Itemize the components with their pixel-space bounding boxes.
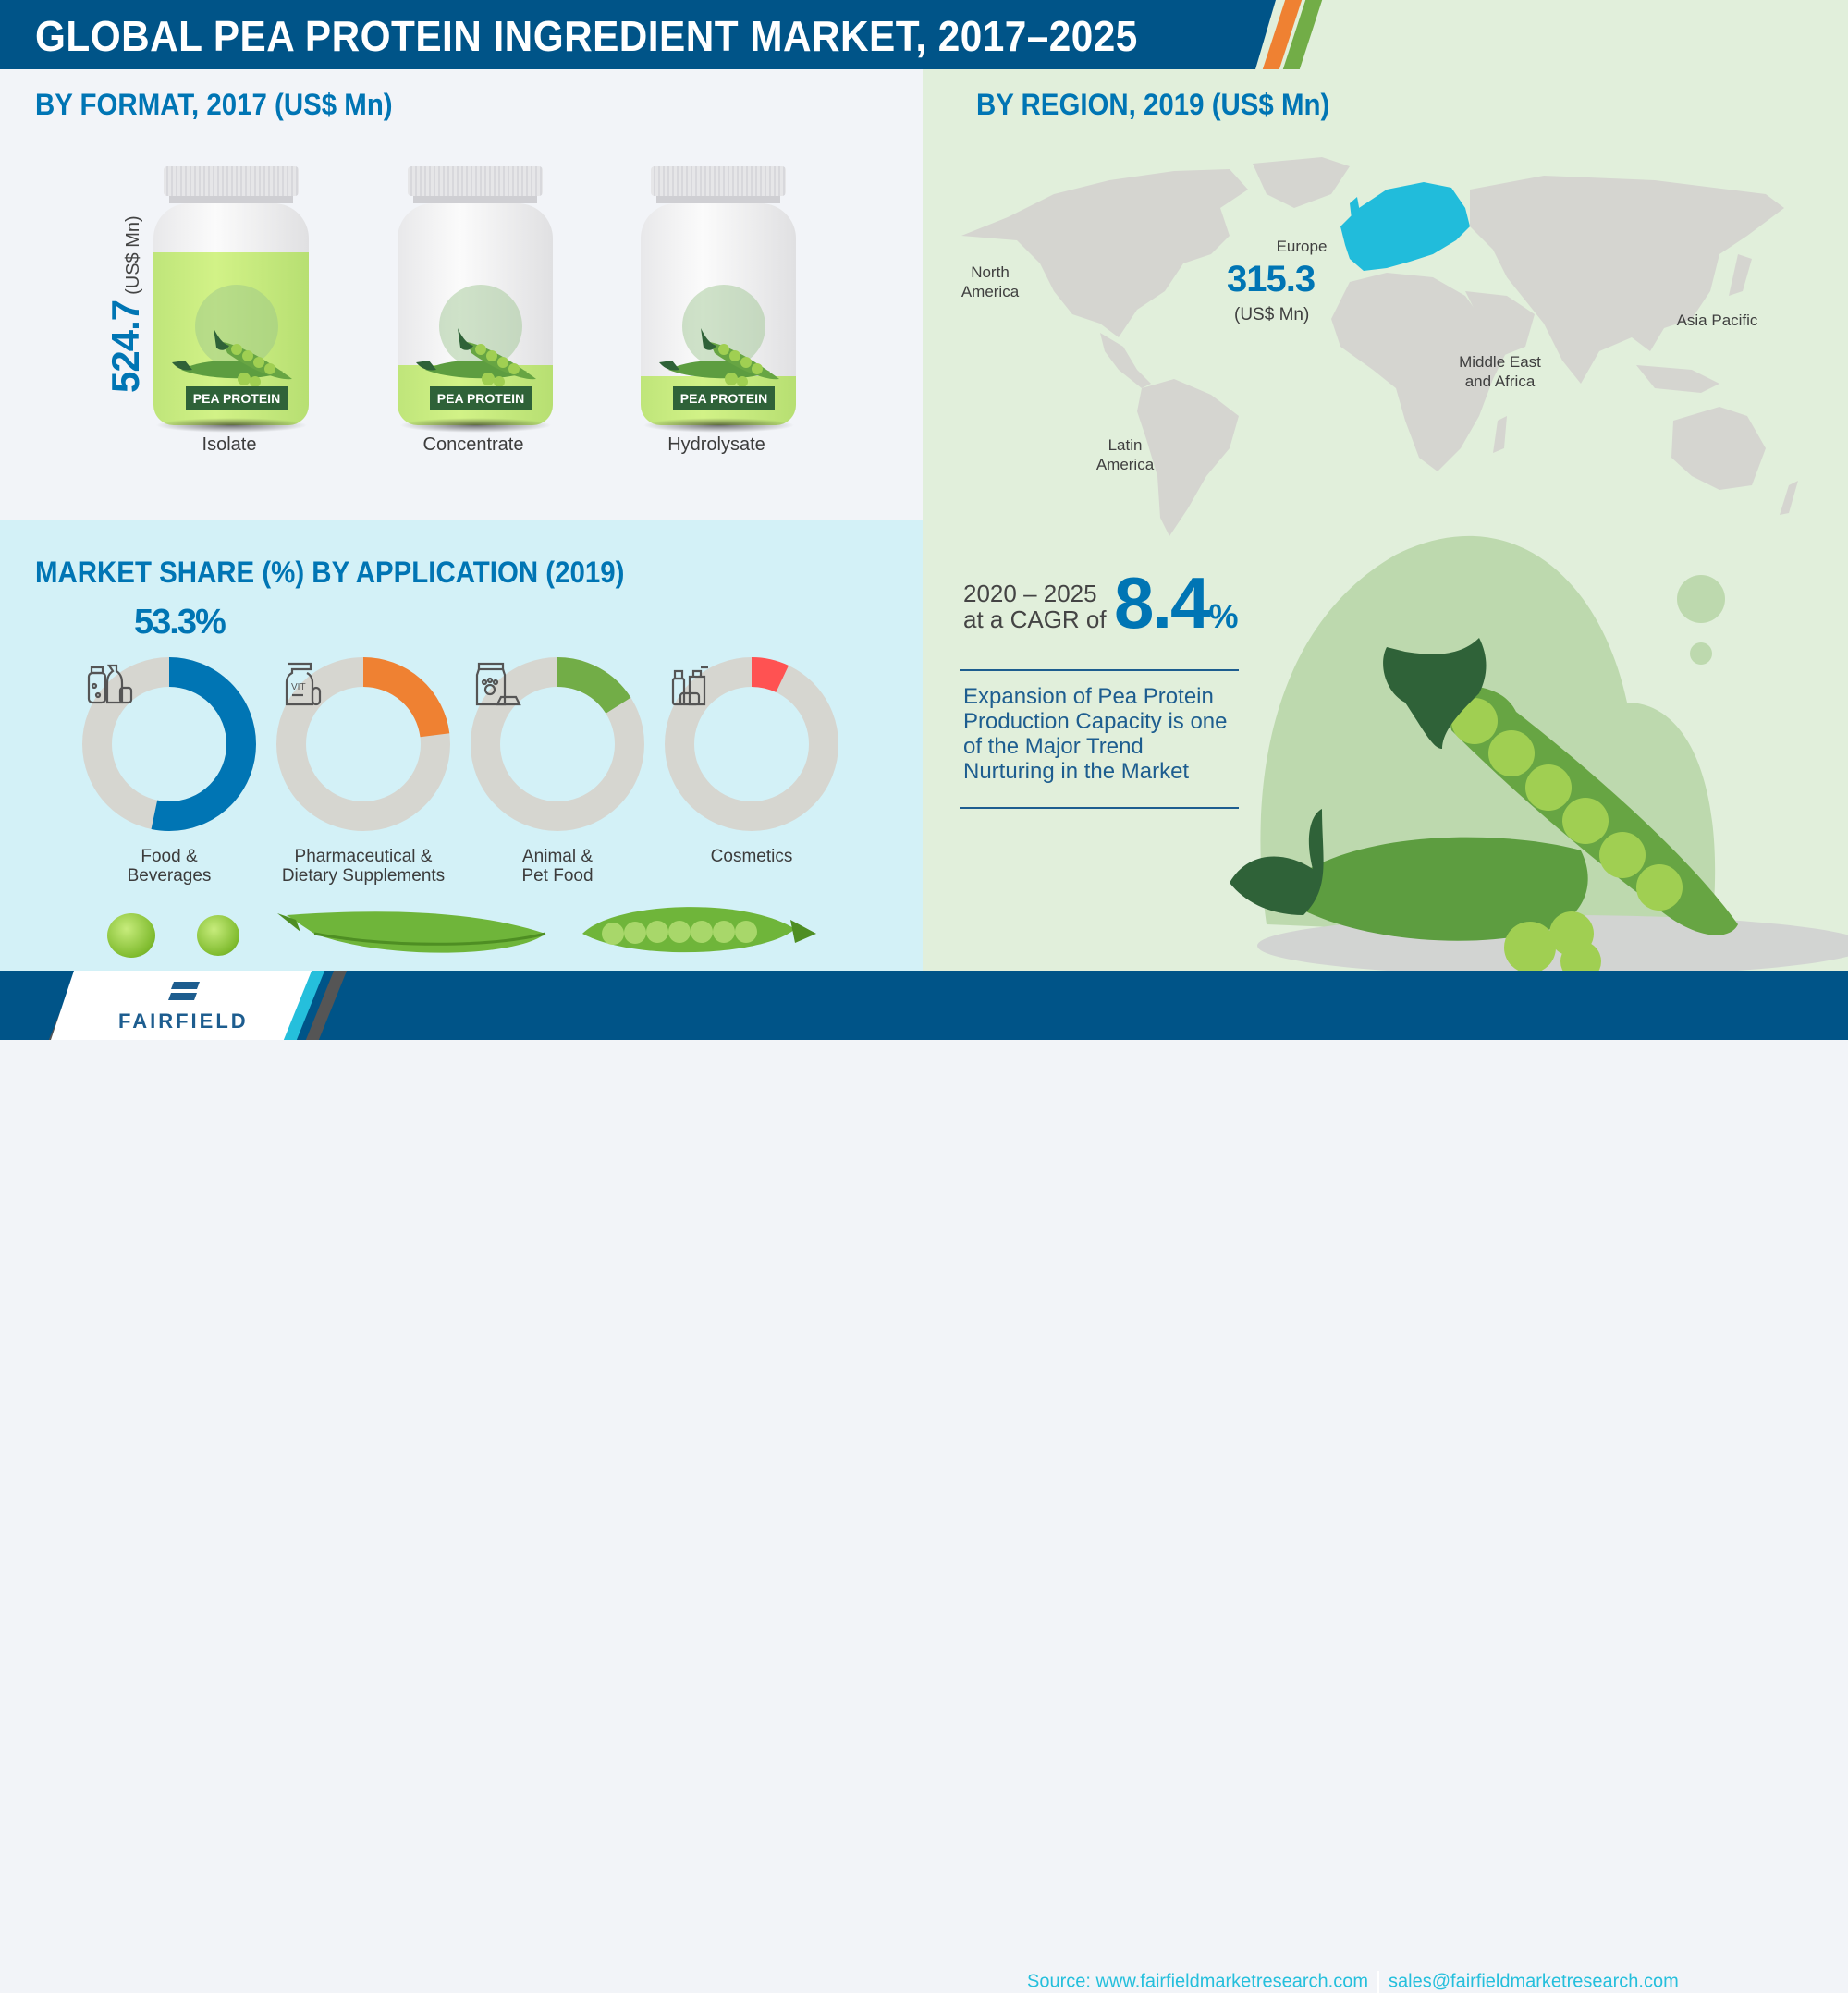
- region-section-title: BY REGION, 2019 (US$ Mn): [976, 88, 1330, 121]
- donut-ring: [276, 657, 450, 831]
- pea-pod-icon: [659, 328, 779, 387]
- europe-highlight: [1340, 182, 1470, 271]
- pea-pod-illustration: [1230, 535, 1848, 971]
- closed-pod-illustration: [277, 911, 546, 953]
- donut-label: Cosmetics: [650, 847, 853, 866]
- application-panel: MARKET SHARE (%) BY APPLICATION (2019): [0, 520, 923, 971]
- label-asia-pacific: Asia Pacific: [1676, 312, 1758, 329]
- pet-food-icon: [475, 662, 521, 706]
- donut-ring: [82, 657, 256, 831]
- jar-neck: [169, 196, 293, 203]
- donut-label: Pharmaceutical & Dietary Supplements: [262, 847, 465, 886]
- jar-isolate: PEA PROTEIN: [137, 166, 322, 444]
- cagr-number: 8.4: [1114, 562, 1210, 643]
- donut-label-line: Beverages: [127, 866, 212, 886]
- donut-label: Food & Beverages: [67, 847, 271, 886]
- page-title: GLOBAL PEA PROTEIN INGREDIENT MARKET, 20…: [35, 12, 1138, 60]
- fairfield-logo-icon: [168, 982, 200, 1000]
- jar-cap: [408, 166, 543, 196]
- pea-pod-icon: [172, 328, 292, 387]
- donut-ring: [665, 657, 838, 831]
- header: GLOBAL PEA PROTEIN INGREDIENT MARKET, 20…: [0, 0, 1848, 69]
- jar-label: Hydrolysate: [667, 434, 765, 455]
- jar-body: PEA PROTEIN: [153, 203, 309, 425]
- donut-label-line: Animal &: [521, 847, 594, 866]
- footer-contact: Source: www.fairfieldmarketresearch.com s…: [1027, 1971, 1679, 1993]
- jar-shadow: [155, 418, 308, 433]
- divider: [960, 807, 1239, 809]
- label-line: North: [971, 263, 1010, 281]
- donut-share-arc: [665, 657, 838, 831]
- donut-share-arc: [82, 657, 256, 831]
- jar-cap: [651, 166, 786, 196]
- pea-illustration: [197, 915, 239, 956]
- donut-chart: [470, 656, 645, 832]
- pea-protein-badge: PEA PROTEIN: [673, 386, 775, 410]
- divider: [960, 669, 1239, 671]
- pea-pod-icon: [416, 328, 536, 387]
- label-latin-america: Latin America: [1093, 435, 1157, 474]
- separator: [1377, 1971, 1380, 1993]
- donut-chart: VIT: [275, 656, 451, 832]
- cagr-period: 2020 – 2025 at a CAGR of: [963, 581, 1107, 632]
- email-link[interactable]: sales@fairfieldmarketresearch.com: [1389, 1971, 1679, 1992]
- jar-body: PEA PROTEIN: [398, 203, 553, 425]
- cagr-value: 8.4%: [1114, 561, 1238, 645]
- food-beverage-icon: [87, 664, 133, 704]
- label-line: Middle East: [1459, 353, 1541, 371]
- jar-label: Concentrate: [422, 434, 524, 455]
- donut-share-arc: [471, 657, 644, 831]
- pea-protein-badge: PEA PROTEIN: [186, 386, 288, 410]
- donut-label-line: Cosmetics: [710, 847, 793, 866]
- jar-neck: [656, 196, 780, 203]
- trend-text: Expansion of Pea Protein Production Capa…: [963, 684, 1228, 784]
- world-map: [961, 157, 1798, 536]
- vitamin-bottle-icon: VIT: [285, 662, 322, 706]
- cagr-percent-sign: %: [1208, 597, 1238, 635]
- jar-neck: [413, 196, 537, 203]
- jar-hydrolysate: PEA PROTEIN: [624, 166, 809, 444]
- jar-cap: [164, 166, 299, 196]
- application-section-title: MARKET SHARE (%) BY APPLICATION (2019): [35, 556, 625, 589]
- donut-chart: [81, 656, 257, 832]
- jar-shadow: [643, 418, 795, 433]
- food-beverage-share-label: 53.3%: [134, 603, 226, 642]
- donut-label-line: Pharmaceutical &: [294, 847, 433, 866]
- pea-illustration: [107, 913, 155, 958]
- donut-label: Animal & Pet Food: [456, 847, 659, 886]
- label-middle-east-africa: Middle East and Africa: [1451, 352, 1548, 391]
- donut-label-line: Pet Food: [521, 866, 594, 886]
- cosmetics-icon: [671, 666, 708, 706]
- donut-ring: [471, 657, 644, 831]
- donut-label-line: Food &: [141, 847, 198, 866]
- label-line: America: [961, 283, 1020, 300]
- jar-body: PEA PROTEIN: [641, 203, 796, 425]
- donut-label-line: Dietary Supplements: [281, 866, 446, 886]
- label-line: and Africa: [1464, 373, 1536, 390]
- title-bar: GLOBAL PEA PROTEIN INGREDIENT MARKET, 20…: [0, 0, 1276, 69]
- jar-concentrate: PEA PROTEIN: [381, 166, 566, 444]
- cagr-prefix: at a CAGR of: [963, 605, 1107, 633]
- label-europe: Europe: [1276, 238, 1328, 255]
- footer: Source: www.fairfieldmarketresearch.com s…: [0, 971, 1848, 1993]
- label-north-america: North America: [958, 263, 1022, 301]
- open-pod-illustration: [582, 907, 816, 953]
- europe-unit: (US$ Mn): [1234, 305, 1310, 324]
- svg-text:VIT: VIT: [291, 682, 306, 692]
- format-panel: BY FORMAT, 2017 (US$ Mn) 524.7(US$ Mn) P…: [0, 69, 923, 520]
- label-line: America: [1095, 456, 1155, 473]
- donut-share-arc: [276, 657, 450, 831]
- europe-value: 315.3: [1227, 259, 1316, 300]
- format-section-title: BY FORMAT, 2017 (US$ Mn): [35, 88, 393, 121]
- jar-label: Isolate: [202, 434, 257, 455]
- donut-chart: [664, 656, 839, 832]
- pea-protein-badge: PEA PROTEIN: [430, 386, 532, 410]
- source-link[interactable]: Source: www.fairfieldmarketresearch.com: [1027, 1971, 1369, 1992]
- jar-shadow: [399, 418, 552, 433]
- cagr-years: 2020 – 2025: [963, 580, 1097, 607]
- fairfield-logo-text: FAIRFIELD: [118, 1009, 249, 1033]
- label-line: Latin: [1108, 436, 1143, 454]
